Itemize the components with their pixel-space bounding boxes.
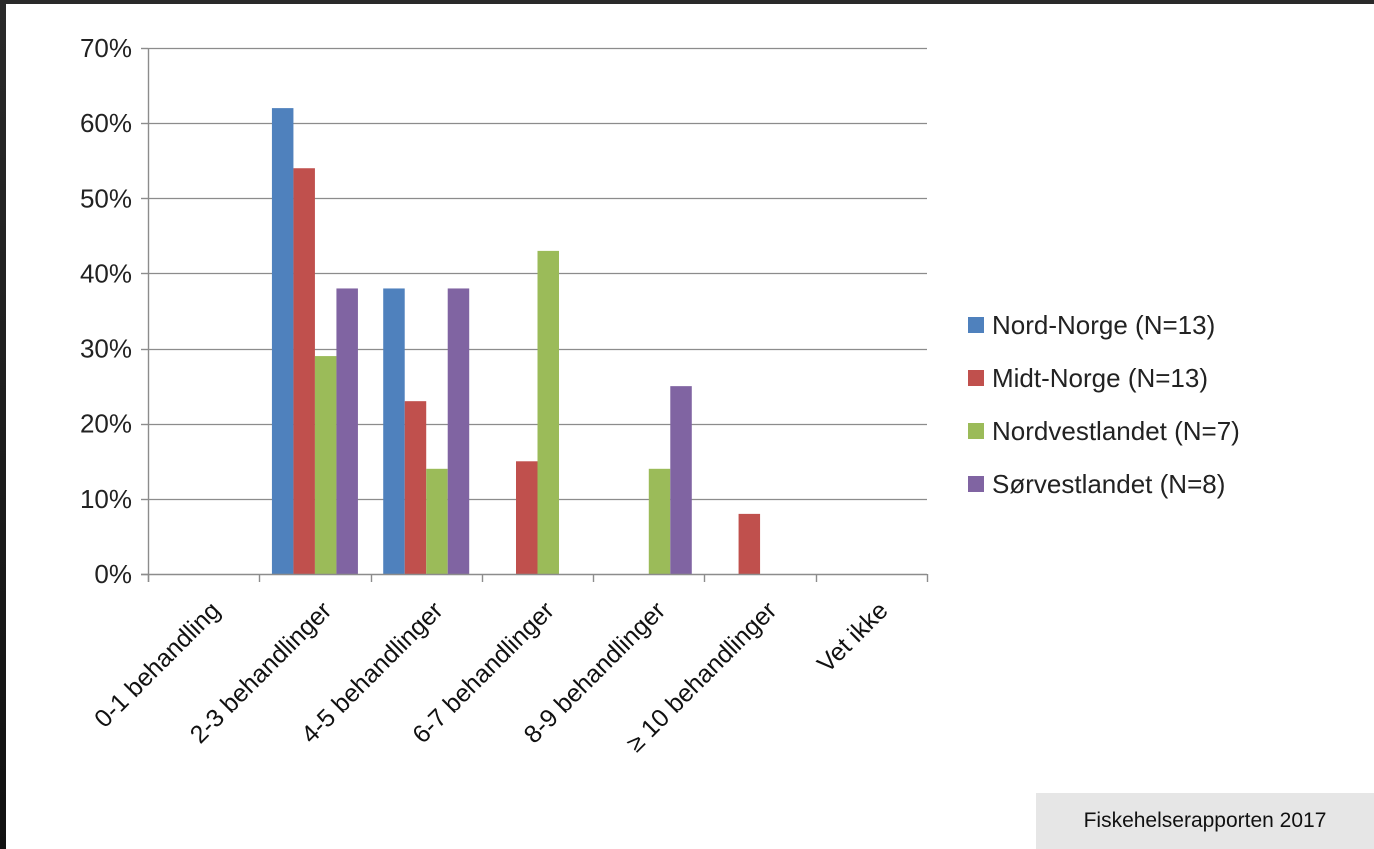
axes — [141, 47, 929, 582]
source-note: Fiskehelserapporten 2017 — [1036, 793, 1374, 849]
bar — [383, 288, 405, 574]
bar — [336, 288, 358, 574]
y-tick-label: 10% — [80, 484, 132, 514]
bar-chart: 0% 10% 20% 30% 40% 50% 60% 70% 0-1 behandling2-… — [80, 33, 1240, 758]
legend-swatch — [968, 476, 984, 492]
bar — [738, 513, 761, 574]
chart-panel: 0% 10% 20% 30% 40% 50% 60% 70% 0-1 behandling 2-… — [6, 4, 1374, 849]
y-tick-label: 0% — [94, 559, 132, 589]
legend-entry: Sørvestlandet (N=8) — [992, 469, 1225, 499]
legend-entry: Nordvestlandet (N=7) — [992, 416, 1240, 446]
y-tick-label: 30% — [80, 334, 132, 364]
y-tick-label: 50% — [80, 183, 132, 213]
bar — [404, 401, 427, 574]
y-tick-label: 20% — [80, 409, 132, 439]
y-tick-labels: 0% 10% 20% 30% 40% 50% 60% 70% — [80, 33, 132, 589]
legend-swatch — [968, 423, 984, 439]
legend-swatch — [968, 370, 984, 386]
bar — [648, 468, 671, 574]
bar — [314, 356, 337, 574]
x-category-label: Vet ikke — [812, 596, 894, 678]
y-tick-label: 70% — [80, 33, 132, 63]
bar — [447, 288, 470, 574]
bar — [271, 108, 294, 574]
bar — [670, 386, 692, 574]
bar — [426, 468, 448, 574]
bar — [293, 168, 315, 574]
legend-entry: Midt-Norge (N=13) — [992, 363, 1208, 393]
y-tick-label: 60% — [80, 108, 132, 138]
legend-entry: Nord-Norge (N=13) — [992, 310, 1215, 340]
bar — [516, 461, 538, 574]
y-tick-label: 40% — [80, 258, 132, 288]
bars — [271, 108, 761, 574]
legend-swatch — [968, 317, 984, 333]
legend: Nord-Norge (N=13) Midt-Norge (N=13) Nordve… — [968, 310, 1240, 499]
bar — [537, 250, 559, 574]
